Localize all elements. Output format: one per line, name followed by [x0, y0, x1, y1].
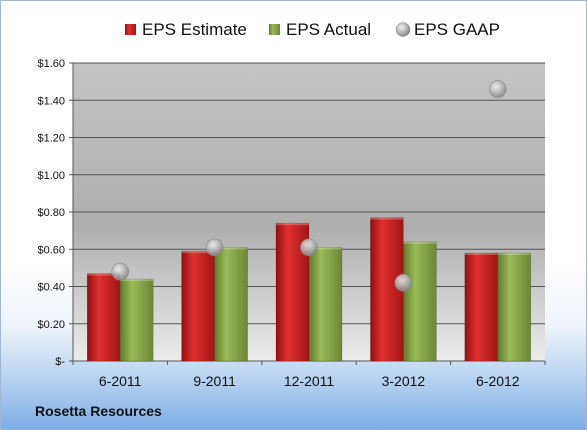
bar-eps-actual: [308, 247, 343, 362]
legend-label: EPS GAAP: [414, 20, 500, 39]
y-tick-label: $1.60: [37, 58, 65, 70]
legend-swatch: [269, 24, 280, 35]
bar-highlight: [464, 252, 498, 255]
marker-eps-gaap: [111, 262, 129, 281]
x-category-label: 12-2011: [284, 373, 335, 389]
bar-eps-estimate: [181, 250, 215, 362]
marker-eps-gaap: [488, 80, 507, 98]
bar-highlight: [87, 273, 121, 276]
legend-label: EPS Estimate: [142, 20, 247, 39]
y-tick-label: $1.40: [37, 95, 65, 107]
bar-eps-estimate: [464, 252, 499, 362]
legend-swatch: [395, 22, 411, 37]
legend-item: EPS Estimate: [125, 20, 247, 39]
x-category-label: 6-2012: [476, 373, 520, 389]
y-tick-label: $0.40: [37, 282, 65, 294]
legend-item: EPS Actual: [269, 20, 371, 39]
y-tick-label: $0.80: [37, 207, 65, 219]
bar-eps-actual: [119, 278, 154, 362]
y-tick-label: $1.20: [37, 133, 65, 145]
bar-highlight: [276, 223, 309, 226]
bar-eps-actual: [403, 241, 437, 362]
bar-highlight: [309, 247, 342, 250]
bar-eps-estimate: [86, 273, 121, 362]
x-category-label: 9-2011: [193, 373, 236, 389]
bar-highlight: [120, 279, 154, 282]
bar-highlight: [403, 241, 437, 244]
x-category-label: 3-2012: [382, 373, 426, 389]
company-name: Rosetta Resources: [35, 403, 162, 419]
y-tick-label: $1.00: [37, 170, 65, 182]
marker-eps-gaap: [300, 238, 318, 257]
y-tick-label: $-: [55, 356, 65, 368]
y-tick-label: $0.20: [37, 319, 65, 331]
bar-highlight: [214, 247, 248, 250]
bar-highlight: [497, 252, 531, 255]
x-category-label: 6-2011: [99, 373, 142, 389]
marker-eps-gaap: [205, 238, 224, 257]
legend-swatch: [125, 24, 136, 35]
legend-label: EPS Actual: [286, 20, 371, 39]
legend-item: EPS GAAP: [395, 20, 500, 39]
bar-highlight: [370, 217, 404, 220]
y-tick-label: $0.60: [37, 244, 65, 256]
bar-highlight: [181, 251, 215, 254]
marker-eps-gaap: [394, 273, 413, 292]
bar-eps-actual: [214, 247, 248, 362]
bar-eps-actual: [497, 252, 532, 362]
